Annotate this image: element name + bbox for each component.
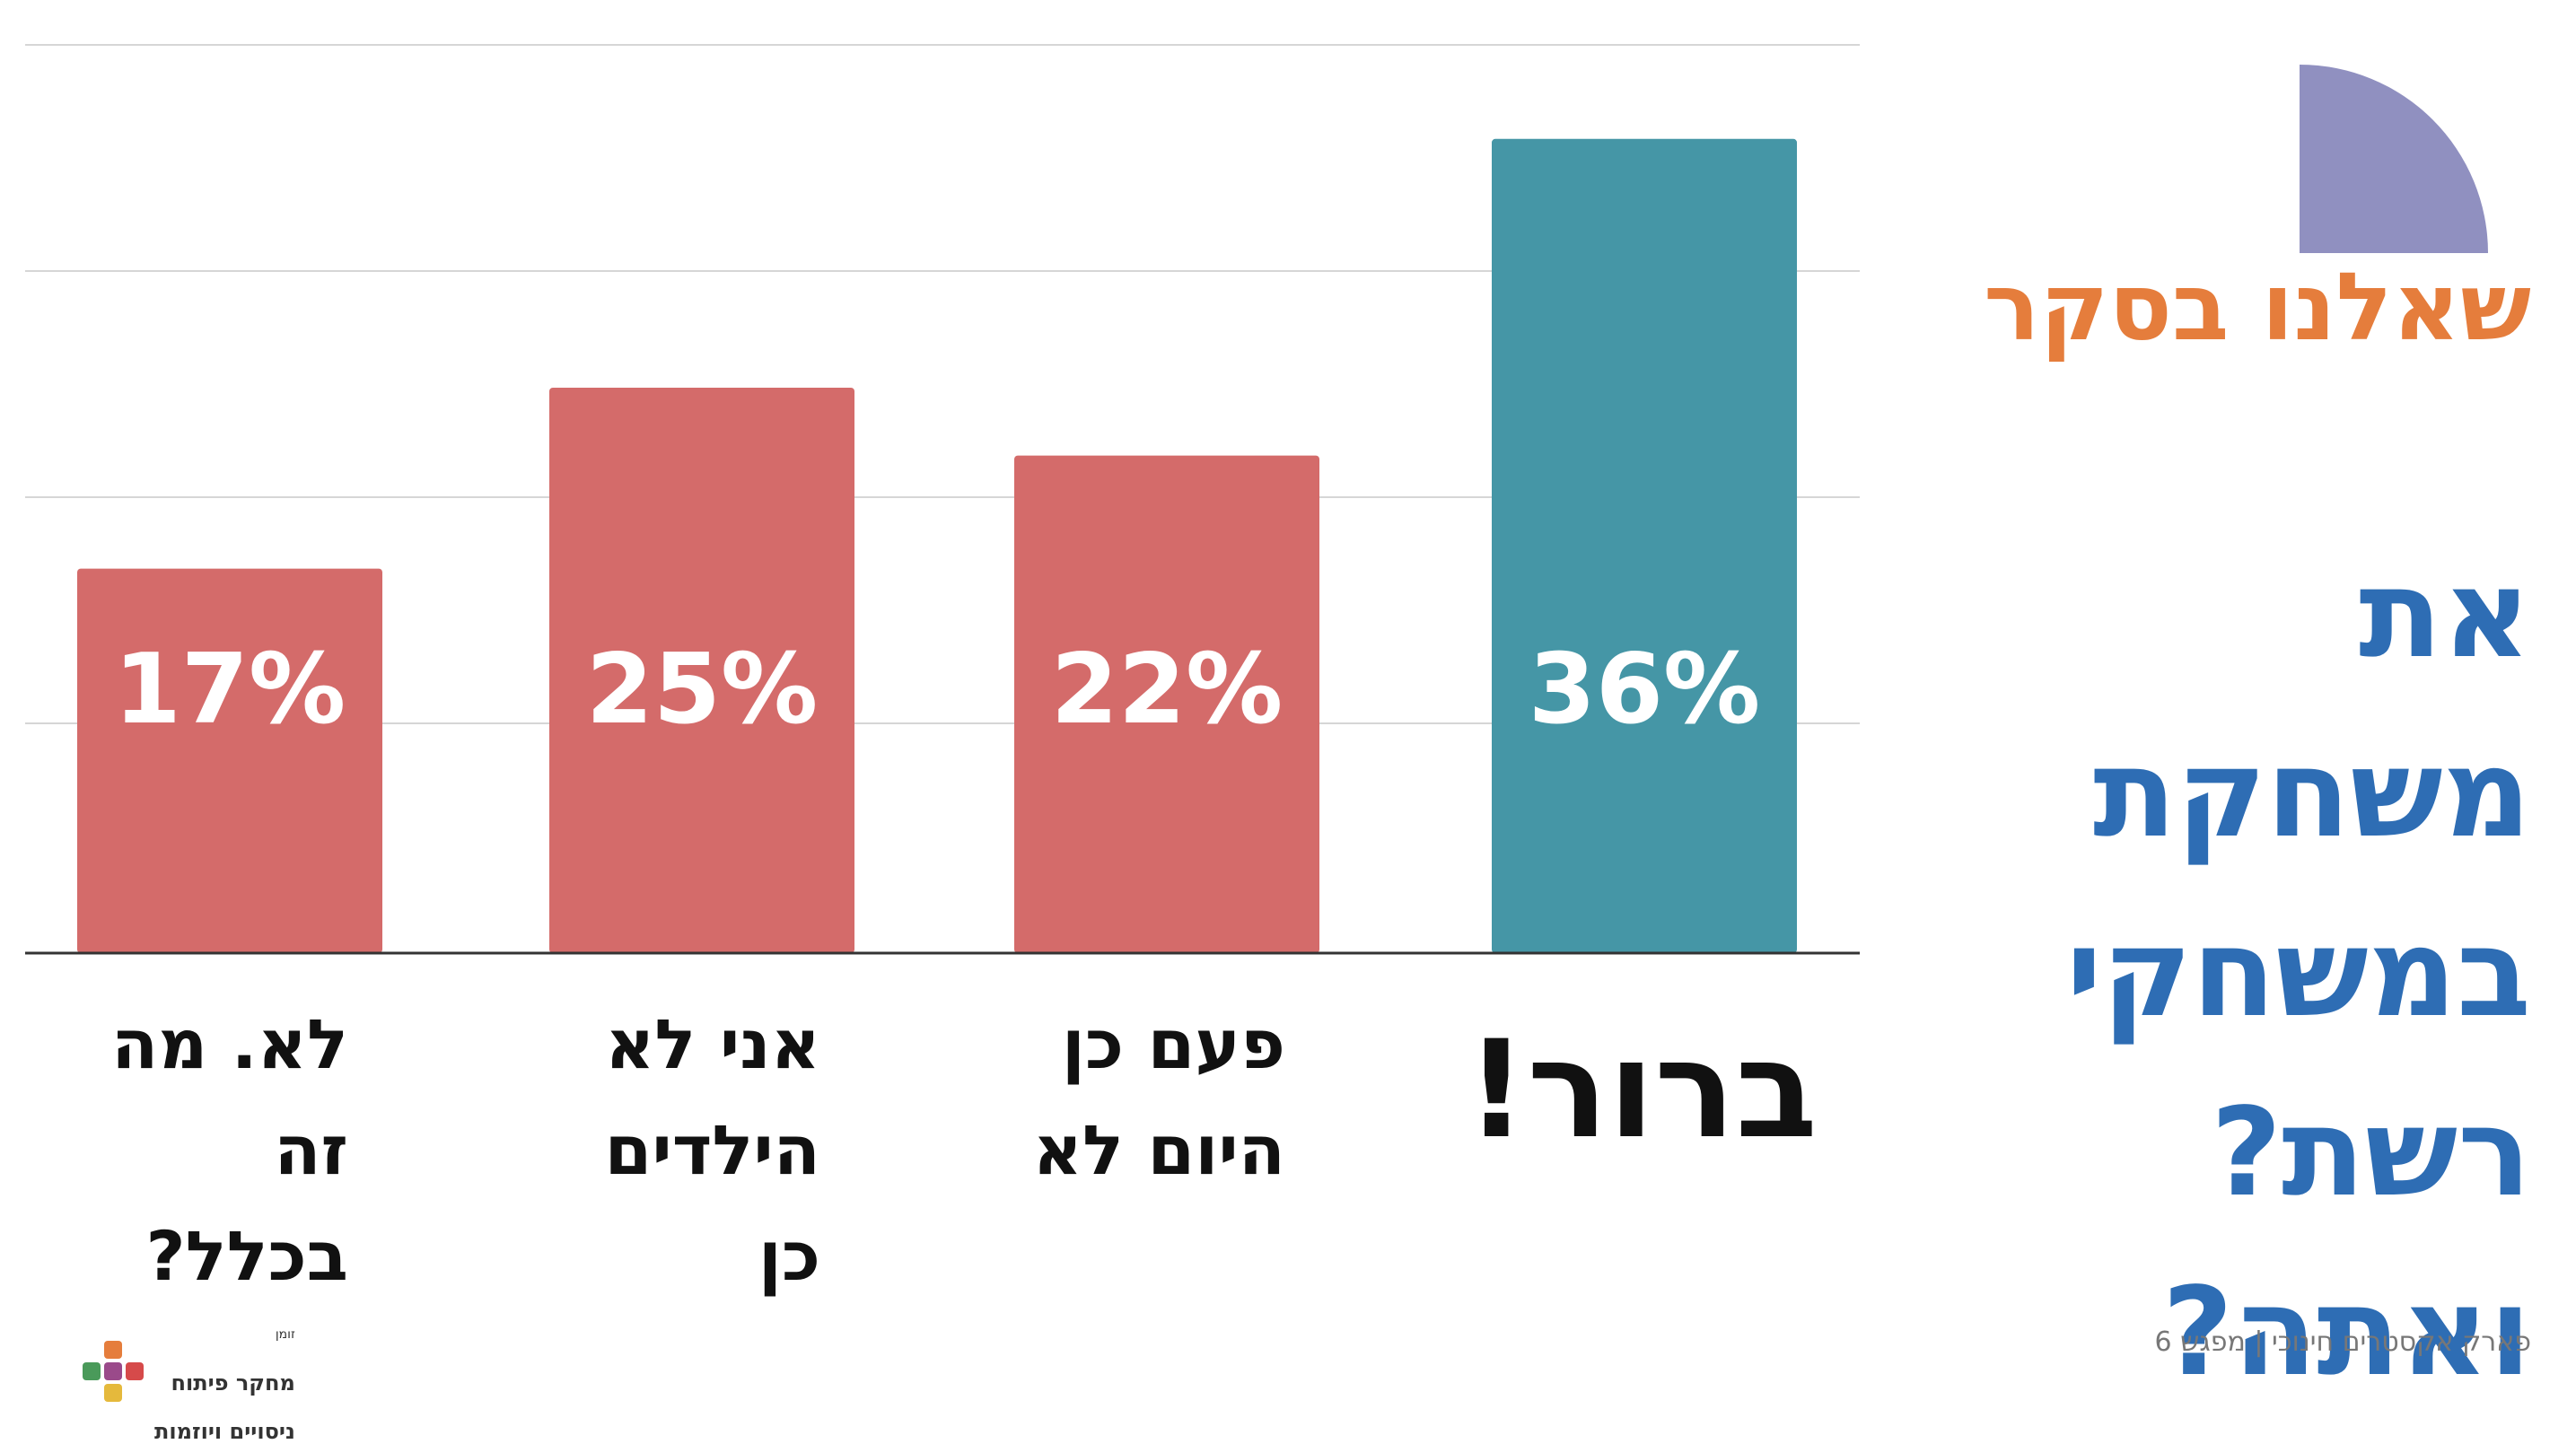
question-line: משחקת bbox=[2092, 723, 2531, 865]
bar-value-label: 22% bbox=[1051, 634, 1284, 746]
logo-text: זומן מחקר פיתוח ניסויים ויוזמות bbox=[154, 1299, 295, 1444]
bar-4 bbox=[1492, 138, 1797, 954]
question-line: ואתה? bbox=[2162, 1262, 2531, 1404]
category-label-line: היום לא bbox=[1032, 1110, 1285, 1190]
category-label-line: פעם כן bbox=[1061, 1004, 1285, 1084]
category-label-line: הילדים bbox=[604, 1110, 820, 1190]
category-label-line: כן bbox=[758, 1216, 820, 1296]
survey-header: שאלנו בסקר bbox=[1984, 252, 2531, 362]
bar-1 bbox=[77, 568, 382, 953]
bar-value-labels: 17% 25% 22% 36% bbox=[114, 634, 1761, 746]
bars bbox=[77, 138, 1797, 954]
logo: זומן מחקר פיתוח ניסויים ויוזמות bbox=[81, 1326, 305, 1444]
logo-line-1: מחקר פיתוח bbox=[171, 1370, 295, 1396]
category-label: ברור! bbox=[1466, 1023, 1818, 1158]
category-label-line: ברור! bbox=[1466, 1012, 1818, 1168]
colorful-plus-grid-icon bbox=[83, 1341, 144, 1402]
category-label-line: זה bbox=[274, 1110, 348, 1190]
footer-text: פארק אקסטרים חינוכי | מפגש 6 bbox=[2154, 1326, 2532, 1358]
category-label-line: לא. מה bbox=[111, 1004, 348, 1084]
category-label-line: בכלל? bbox=[145, 1216, 348, 1296]
bar-value-label: 25% bbox=[586, 634, 819, 746]
question-line: את bbox=[2359, 544, 2531, 686]
logo-line-2: ניסויים ויוזמות bbox=[154, 1419, 295, 1444]
bar-2 bbox=[549, 388, 854, 953]
survey-question: את משחקת במשחקי רשת? ואתה? bbox=[2066, 525, 2531, 1422]
category-label: פעם כן היום לא bbox=[1033, 992, 1285, 1203]
question-line: במשחקי bbox=[2065, 903, 2531, 1045]
question-line: רשת? bbox=[2211, 1082, 2531, 1224]
logo-small-text: זומן bbox=[275, 1327, 295, 1342]
category-label: אני לא הילדים כן bbox=[604, 992, 820, 1309]
category-label-line: אני לא bbox=[605, 1004, 820, 1084]
bar-3 bbox=[1014, 455, 1319, 954]
bar-value-label: 36% bbox=[1529, 634, 1761, 746]
bar-value-label: 17% bbox=[114, 634, 346, 746]
category-label: לא. מה זה בכלל? bbox=[111, 992, 348, 1309]
